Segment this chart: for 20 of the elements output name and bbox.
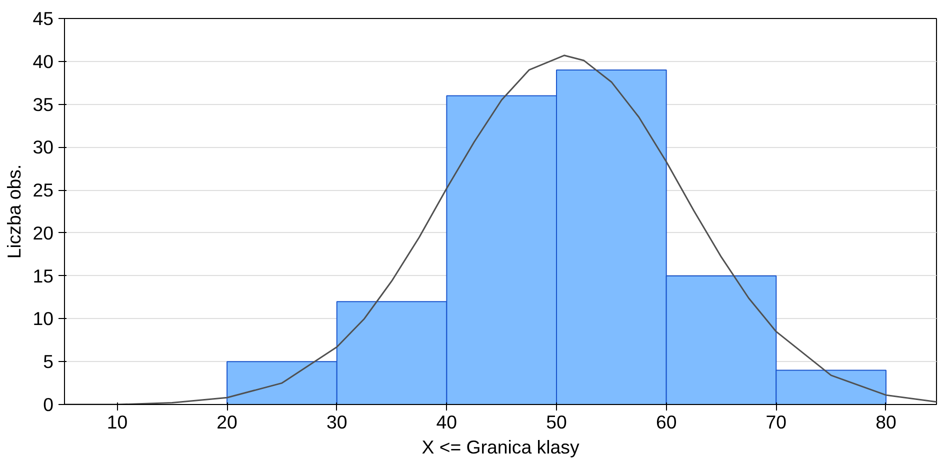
x-tick-label: 20 — [216, 412, 238, 432]
x-tick-label: 80 — [876, 412, 896, 432]
y-tick-label: 35 — [32, 94, 54, 115]
y-tick-label: 20 — [32, 222, 54, 244]
x-tick-label: 10 — [106, 412, 128, 432]
x-tick-label: 70 — [766, 412, 787, 432]
y-tick-label: 10 — [32, 308, 54, 330]
y-tick-label: 30 — [32, 136, 54, 158]
x-tick-label: 40 — [436, 412, 458, 432]
y-tick-label: 25 — [32, 180, 54, 201]
x-tick-label: 50 — [546, 412, 567, 432]
y-tick-label: 0 — [43, 394, 54, 415]
y-tick-label: 5 — [43, 351, 54, 372]
y-tick-label: 15 — [32, 265, 54, 286]
x-axis-title: X <= Granica klasy — [422, 436, 580, 458]
x-tick-label: 60 — [656, 412, 677, 432]
x-tick-label: 30 — [326, 412, 348, 432]
y-axis-title: Liczba obs. — [4, 164, 25, 259]
y-tick-label: 40 — [32, 50, 54, 72]
y-tick-label: 45 — [32, 8, 54, 29]
